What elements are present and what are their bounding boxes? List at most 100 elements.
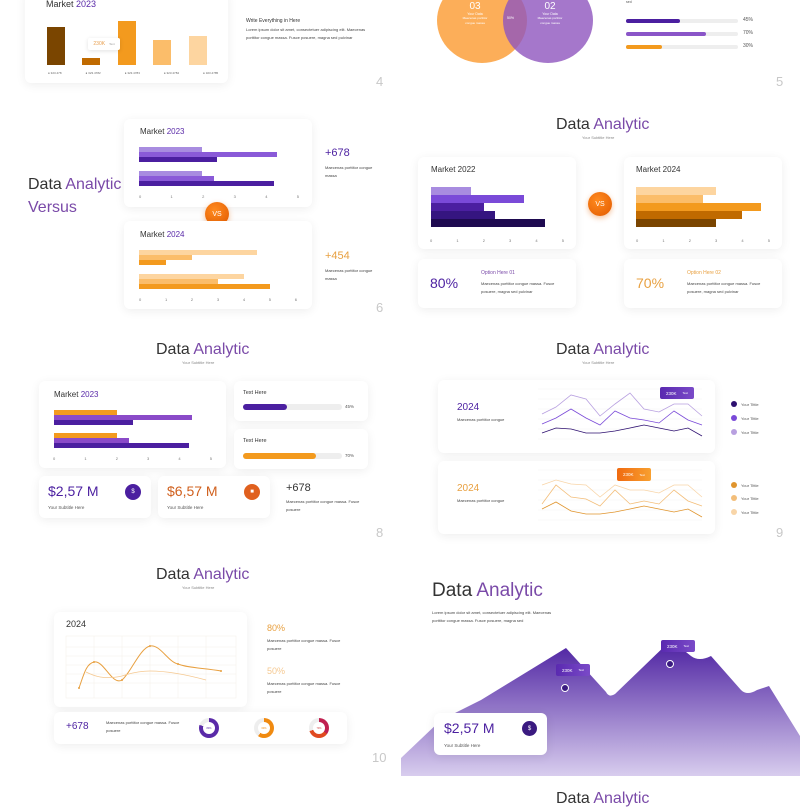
page-title: Data Analytic [156, 566, 250, 583]
page-title: Data Analytic [432, 580, 543, 601]
chart-card [54, 612, 247, 707]
bar [54, 410, 117, 415]
bar [636, 203, 761, 211]
stat-text: Maecenas porttitor congue massa. Fusce p… [267, 681, 341, 694]
footer-value: +678 [66, 721, 89, 732]
legend-item: ● 323.4785 [203, 71, 219, 75]
bar [431, 211, 495, 219]
progress-card-1 [234, 381, 368, 421]
bar [139, 255, 192, 260]
legend-item: ● 323.4784 [163, 71, 180, 75]
vs-badge: VS [588, 192, 612, 216]
bar [54, 415, 192, 420]
footer-text: Maecenas porttitor congue massa. Fusce p… [106, 720, 180, 733]
money-value: $2,57 M [444, 720, 495, 736]
option-1-card [418, 259, 576, 308]
year-label: 2024 [457, 483, 480, 494]
dollar-icon: $ [125, 484, 141, 500]
stat-text: Maecenas porttitor congue massa. Fusce p… [286, 499, 360, 512]
page-title: Data Analytic [28, 176, 122, 193]
slide-number: 6 [376, 300, 384, 315]
bar [139, 279, 218, 284]
tooltip: 230K Text [88, 38, 120, 50]
option-2-card [624, 259, 782, 308]
bar [54, 420, 133, 425]
stat-text: Maecenas porttitor congue massa. Fusce p… [267, 638, 341, 651]
progress-value-1: 45% [743, 17, 754, 23]
progress-track [626, 45, 738, 49]
donut-3: 70% [309, 718, 329, 738]
slide-number: 4 [376, 74, 384, 89]
bar [139, 274, 244, 279]
legend-dot [731, 415, 737, 421]
bar [636, 219, 716, 227]
bar [139, 147, 202, 152]
bar [139, 284, 270, 289]
overlap-value: 50% [507, 16, 515, 20]
subtitle: Your Subtitle Here [182, 585, 215, 590]
bar-5 [189, 36, 207, 65]
stat-value: 80% [267, 623, 286, 633]
tooltip: 230K Text [617, 468, 652, 481]
bar [139, 171, 202, 176]
slide-number: 5 [776, 74, 784, 89]
line-chart [65, 635, 237, 699]
progress-value-2: 70% [743, 30, 754, 36]
bar [431, 203, 484, 211]
bar [139, 176, 214, 181]
stat-value: +454 [325, 250, 350, 262]
option-pct: 80% [430, 275, 459, 291]
option-label: Option Here 01 [481, 270, 515, 276]
bar [431, 219, 545, 227]
tooltip: 230K Text [556, 664, 591, 676]
progress-track [626, 19, 738, 23]
legend-label: Your Tittle [741, 496, 759, 501]
bar [54, 433, 117, 438]
bar [54, 438, 129, 443]
chart-title: Market 2023 [46, 0, 97, 9]
dollar-icon: $ [522, 721, 537, 736]
body-text: Lorem ipsum dolor sit amet, consectetuer… [246, 27, 366, 40]
progress-bar [243, 404, 287, 410]
market-2023-card [124, 119, 312, 207]
progress-value: 45% [345, 404, 355, 409]
page-title-versus: Versus [28, 199, 77, 216]
bar [636, 211, 742, 219]
progress-value-3: 30% [743, 43, 754, 49]
left-circle-text: 03 Your Data Maecenas porttitor congue m… [462, 1, 488, 25]
legend-label: Your Tittle [741, 510, 759, 515]
legend-label: Your Tittle [741, 402, 759, 407]
legend: ● 323.478 ● 323.4782 ● 323.4783 ● 323.47… [48, 71, 218, 75]
chart-title: Market 2024 [140, 230, 185, 239]
slide-number: 8 [376, 525, 384, 540]
bar [431, 187, 471, 195]
line-chart-purple [538, 388, 703, 440]
legend-dot [731, 509, 737, 515]
page-title: Data Analytic [156, 341, 250, 358]
money-subtitle: Your Subtitle Here [48, 505, 85, 510]
donut-2: 60% [254, 718, 274, 738]
legend-dot [731, 482, 737, 488]
stat-text: Maecenas porttitor congue massa [325, 165, 373, 178]
bar-1 [47, 27, 65, 65]
money-subtitle: Your Subtitle Here [444, 743, 481, 748]
body-text: Lorem ipsum dolor sit amet, consectetuer… [432, 610, 552, 623]
legend-item: ● 323.478 [48, 71, 62, 75]
market-2024-card [124, 221, 312, 309]
bar [139, 181, 274, 186]
legend-dot [731, 495, 737, 501]
year-label: 2024 [457, 402, 480, 413]
tooltip: 230K Text [661, 640, 696, 652]
legend-label: Your Tittle [741, 416, 759, 421]
progress-card-2 [234, 429, 368, 469]
bar [636, 195, 703, 203]
donut-1: 80% [199, 718, 219, 738]
progress-bar-1 [626, 19, 680, 23]
bar-3 [118, 21, 136, 65]
progress-bar-2 [626, 32, 706, 36]
bar-2 [82, 58, 100, 65]
bar [636, 187, 716, 195]
legend-item: ● 323.4782 [85, 71, 101, 75]
